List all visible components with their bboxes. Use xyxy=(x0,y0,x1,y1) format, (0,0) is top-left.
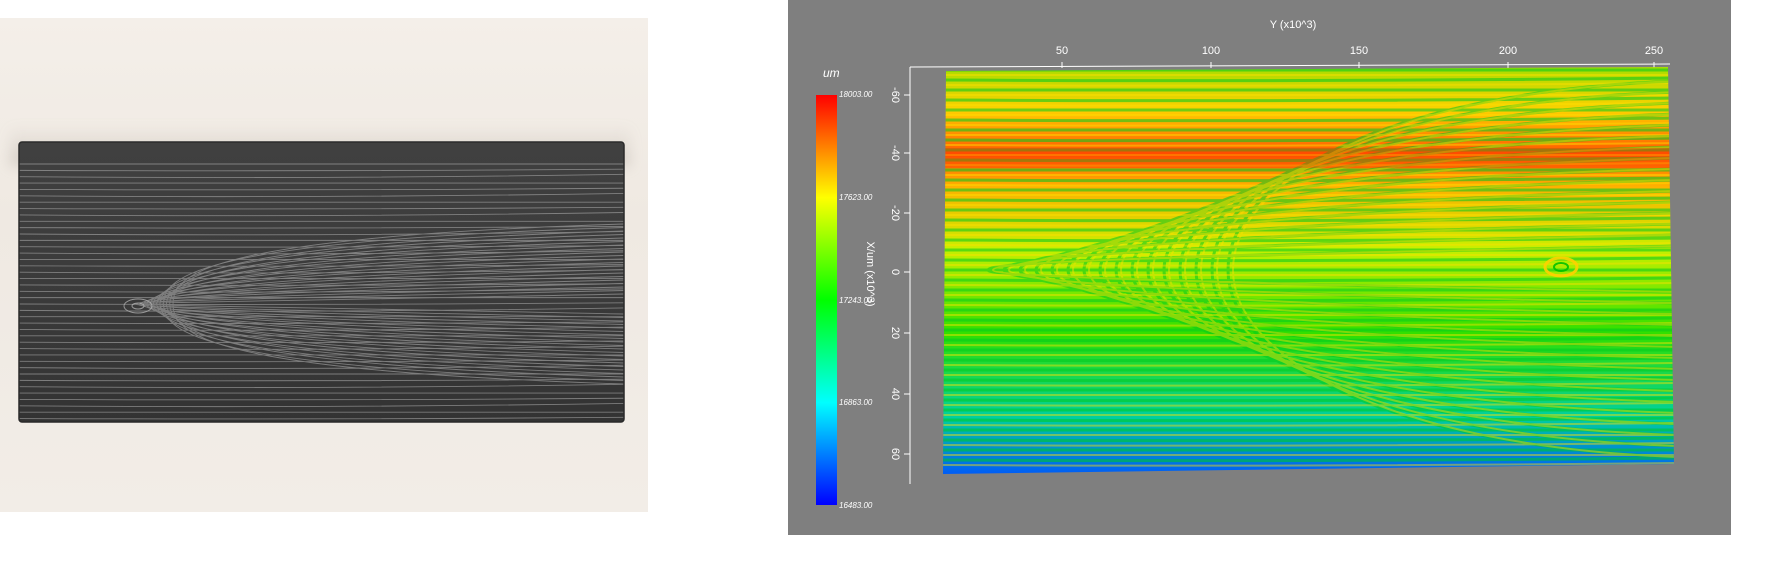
y-tick-label: 20 xyxy=(889,327,901,339)
height-map xyxy=(943,67,1674,474)
y-tick-label: -60 xyxy=(889,87,901,103)
board-surface xyxy=(19,142,624,422)
x-axis-line xyxy=(909,63,1671,68)
y-tick-label: -20 xyxy=(889,205,901,221)
surface-scan-plot: Y (x10^3) 50 100 150 200 250 -60 -40 -20 0 20 40 6… xyxy=(816,19,1674,510)
x-axis-title: Y (x10^3) xyxy=(1270,19,1317,31)
x-tick-label: 50 xyxy=(1056,45,1068,57)
y-tick-label: 0 xyxy=(889,269,901,275)
x-tick-label: 150 xyxy=(1350,45,1368,57)
wood-board-image xyxy=(18,141,625,423)
surface-scan-panel: Y (x10^3) 50 100 150 200 250 -60 -40 -20 0 20 40 6… xyxy=(788,0,1731,535)
y-tick-label: 60 xyxy=(889,448,901,460)
y-axis-title: X/um (x10^3) xyxy=(864,241,876,306)
colorbar-value: 16863.00 xyxy=(839,398,873,407)
colorbar-unit: um xyxy=(823,66,840,80)
colorbar-value: 17623.00 xyxy=(839,193,873,202)
wood-board-photo xyxy=(0,18,648,512)
colorbar-value: 18003.00 xyxy=(839,90,873,99)
colorbar-labels: 18003.00 17623.00 17243.00 16863.00 16483.00 xyxy=(839,90,873,510)
x-tick-label: 200 xyxy=(1499,45,1517,57)
y-tick-label: -40 xyxy=(889,145,901,161)
y-tick-label: 40 xyxy=(889,388,901,400)
y-axis-ticks: -60 -40 -20 0 20 40 60 xyxy=(889,87,910,460)
x-tick-label: 100 xyxy=(1202,45,1220,57)
colorbar-value: 17243.00 xyxy=(839,296,873,305)
board-grain xyxy=(19,163,624,422)
colorbar xyxy=(816,95,837,505)
x-axis-ticks: 50 100 150 200 250 xyxy=(1056,45,1663,68)
colorbar-value: 16483.00 xyxy=(839,501,873,510)
x-tick-label: 250 xyxy=(1645,45,1663,57)
